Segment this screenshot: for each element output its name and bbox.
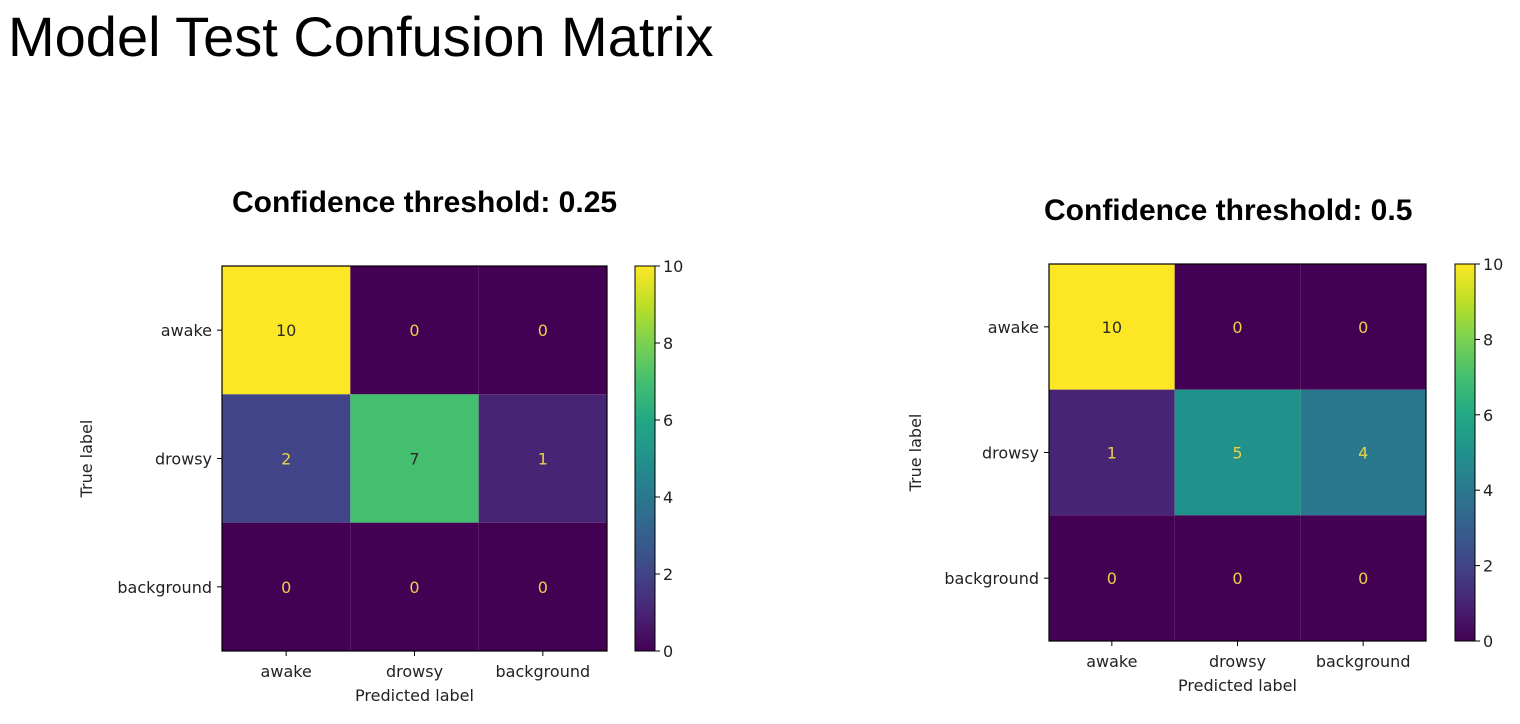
x-axis-label: Predicted label	[355, 686, 474, 705]
heatmap-cell	[222, 522, 351, 651]
x-tick-label: awake	[1086, 652, 1137, 671]
cell-value-label: 0	[538, 578, 548, 597]
y-tick-label: awake	[988, 318, 1039, 337]
y-axis-label: True label	[77, 420, 96, 499]
heatmap-cell	[1049, 515, 1175, 641]
cell-value-label: 0	[1358, 569, 1368, 588]
x-tick-label: background	[496, 662, 591, 681]
heatmap-cell	[1300, 389, 1426, 516]
heatmap-cell	[1049, 264, 1175, 390]
heatmap-cell	[1049, 389, 1175, 516]
colorbar-tick-label: 6	[1483, 406, 1493, 425]
colorbar-tick-label: 8	[663, 334, 673, 353]
colorbar-tick-label: 2	[1483, 557, 1493, 576]
cell-value-label: 0	[1358, 318, 1368, 337]
y-tick-label: background	[944, 569, 1039, 588]
x-tick-label: drowsy	[386, 662, 443, 681]
heatmap-cell	[478, 266, 607, 395]
y-axis-label: True label	[906, 414, 925, 493]
cell-value-label: 0	[409, 578, 419, 597]
colorbar-tick-label: 8	[1483, 330, 1493, 349]
colorbar	[1454, 263, 1476, 642]
cell-value-label: 0	[1232, 569, 1242, 588]
y-tick-label: drowsy	[982, 444, 1039, 463]
cell-value-label: 0	[409, 321, 419, 340]
heatmap-cell	[1174, 515, 1301, 641]
cell-value-label: 2	[281, 450, 291, 469]
colorbar-tick-label: 6	[663, 411, 673, 430]
cell-value-label: 0	[1107, 569, 1117, 588]
colorbar-tick-label: 10	[1483, 255, 1503, 274]
chart-title: Confidence threshold: 0.5	[1044, 194, 1413, 227]
y-tick-label: awake	[161, 321, 212, 340]
cell-value-label: 0	[1232, 318, 1242, 337]
x-tick-label: drowsy	[1209, 652, 1266, 671]
colorbar-tick-label: 4	[1483, 481, 1493, 500]
page-title: Model Test Confusion Matrix	[8, 5, 714, 68]
cell-value-label: 5	[1232, 444, 1242, 463]
y-tick-label: drowsy	[155, 450, 212, 469]
heatmap-cell	[350, 266, 479, 395]
heatmap-cell	[1174, 264, 1301, 390]
colorbar-tick-label: 0	[663, 642, 673, 661]
cell-value-label: 10	[1102, 318, 1122, 337]
cell-value-label: 1	[538, 450, 548, 469]
heatmap-cell	[222, 394, 351, 523]
x-tick-label: awake	[261, 662, 312, 681]
heatmap-cell	[1300, 515, 1426, 641]
heatmap-cell	[350, 394, 479, 523]
cell-value-label: 4	[1358, 444, 1368, 463]
y-tick-label: background	[117, 578, 212, 597]
heatmap-cell	[1174, 389, 1301, 516]
heatmap-cell	[478, 522, 607, 651]
colorbar-tick-label: 4	[663, 488, 673, 507]
x-tick-label: background	[1316, 652, 1411, 671]
heatmap-cell	[478, 394, 607, 523]
heatmap-cell	[350, 522, 479, 651]
heatmap-cell	[1300, 264, 1426, 390]
cell-value-label: 0	[281, 578, 291, 597]
x-axis-label: Predicted label	[1178, 676, 1297, 695]
cell-value-label: 7	[409, 450, 419, 469]
cell-value-label: 1	[1107, 444, 1117, 463]
colorbar-tick-label: 10	[663, 257, 683, 276]
chart-title: Confidence threshold: 0.25	[232, 186, 618, 219]
colorbar	[634, 265, 656, 652]
colorbar-tick-label: 2	[663, 565, 673, 584]
cell-value-label: 10	[276, 321, 296, 340]
heatmap-cell	[222, 266, 351, 395]
colorbar-tick-label: 0	[1483, 632, 1493, 651]
cell-value-label: 0	[538, 321, 548, 340]
